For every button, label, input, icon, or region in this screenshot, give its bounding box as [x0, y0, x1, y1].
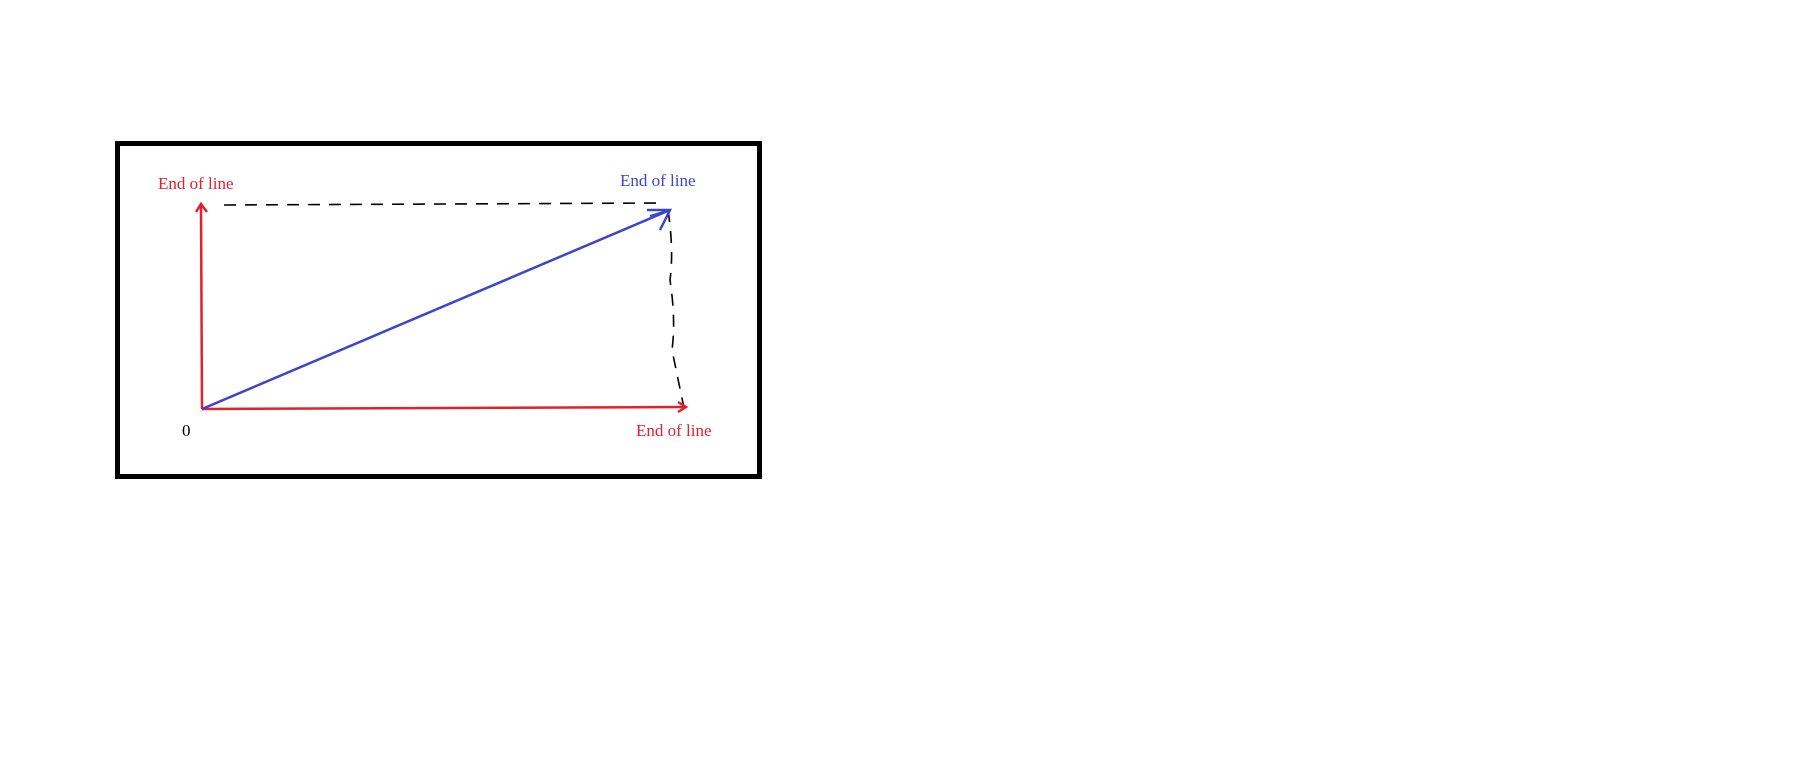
origin-label: 0 — [182, 421, 191, 440]
horizontal-end-label: End of line — [636, 421, 712, 440]
diagonal-blue-arrowhead-double — [649, 209, 671, 217]
vertical-red-arrowhead — [194, 201, 208, 213]
dashed-right-guide — [667, 209, 685, 409]
vertical-red-line — [199, 205, 204, 410]
diagonal-blue-line — [201, 208, 671, 411]
diagram-frame — [115, 141, 762, 479]
horizontal-red-line — [201, 405, 687, 411]
dashed-top-guide — [223, 202, 666, 206]
vertical-end-label: End of line — [158, 174, 234, 193]
diagonal-end-label: End of line — [620, 171, 696, 190]
horizontal-red-arrowhead — [677, 400, 689, 414]
